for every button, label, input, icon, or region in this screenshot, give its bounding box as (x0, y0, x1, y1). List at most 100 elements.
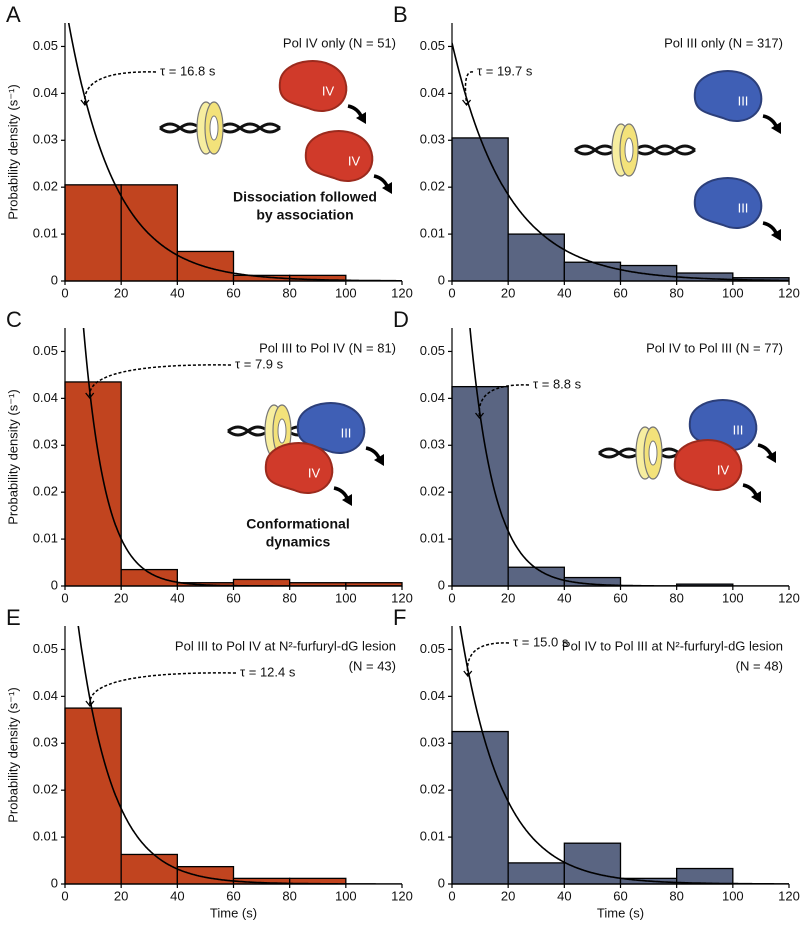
y-tick-label: 0.05 (420, 343, 445, 358)
x-tick-label: 100 (335, 888, 357, 903)
histogram-bar (64, 184, 122, 282)
clamp-hole (277, 418, 287, 444)
panel-title: Pol IV to Pol III (N = 77) (646, 340, 783, 355)
y-tick-label: 0 (438, 875, 445, 890)
tau-label: τ = 19.7 s (477, 63, 533, 78)
y-tick-label: 0.04 (33, 688, 58, 703)
x-tick-label: 100 (722, 285, 744, 300)
x-tick-label: 0 (448, 285, 455, 300)
y-tick-label: 0.04 (33, 85, 58, 100)
y-tick-label: 0 (438, 577, 445, 592)
y-tick-label: 0.05 (420, 38, 445, 53)
clamp-hole (624, 137, 634, 163)
arrow-head (771, 122, 781, 134)
x-tick-label: 120 (778, 888, 800, 903)
x-tick-label: 20 (114, 590, 128, 605)
panel: D 0 0.01 0.02 0.03 0.04 0.05 0 20 40 60 80 100 120 Pol… (393, 307, 800, 606)
histogram-bar (507, 862, 565, 885)
cartoon-caption: dynamics (266, 534, 331, 550)
panel-letter: D (393, 307, 409, 332)
y-tick-label: 0.03 (420, 735, 445, 750)
histogram-bar (563, 842, 622, 885)
clamp-hole (648, 440, 658, 466)
x-axis-label: Time (s) (597, 905, 644, 920)
x-tick-label: 120 (391, 888, 413, 903)
histogram-bar (507, 233, 565, 282)
x-tick-label: 120 (391, 590, 413, 605)
histogram-bar (619, 264, 678, 282)
histogram-bar (451, 137, 509, 282)
x-tick-label: 80 (669, 590, 683, 605)
histogram-bar (676, 867, 734, 885)
tau-leader-tip (85, 392, 95, 400)
histogram-bar (64, 707, 122, 885)
x-tick-label: 100 (722, 590, 744, 605)
y-tick-label: 0 (51, 577, 58, 592)
x-tick-label: 120 (778, 590, 800, 605)
arrow-head (382, 182, 392, 194)
polymerase (304, 130, 374, 183)
polymerase-label: IV (308, 465, 321, 480)
tau-leader (89, 672, 237, 706)
y-tick-label: 0.03 (33, 132, 58, 147)
y-tick-label: 0.01 (33, 226, 58, 241)
y-tick-label: 0.05 (33, 641, 58, 656)
x-tick-label: 0 (61, 888, 68, 903)
y-tick-label: 0.01 (33, 531, 58, 546)
x-tick-label: 60 (226, 590, 240, 605)
x-tick-label: 80 (282, 590, 296, 605)
y-tick-label: 0.02 (420, 484, 445, 499)
panel-subtitle: (N = 43) (349, 658, 396, 673)
tau-label: τ = 16.8 s (160, 63, 216, 78)
x-tick-label: 0 (448, 888, 455, 903)
x-tick-label: 40 (170, 590, 184, 605)
x-tick-label: 120 (391, 285, 413, 300)
y-tick-label: 0 (51, 875, 58, 890)
polymerase-label: IV (322, 83, 335, 98)
x-tick-label: 100 (722, 888, 744, 903)
x-tick-label: 60 (613, 888, 627, 903)
y-tick-label: 0.05 (420, 641, 445, 656)
histogram-bar (451, 730, 509, 885)
cartoon-caption: Conformational (246, 516, 349, 532)
x-tick-label: 0 (61, 285, 68, 300)
x-tick-label: 40 (170, 888, 184, 903)
panel-title: Pol IV only (N = 51) (283, 35, 396, 50)
y-tick-label: 0.04 (33, 390, 58, 405)
panel-letter: E (6, 605, 21, 630)
polymerase (693, 177, 763, 230)
panel: F 0 0.01 0.02 0.03 0.04 0.05 0 20 40 60 80 100 120 Tim… (393, 605, 800, 921)
y-tick-label: 0.05 (33, 343, 58, 358)
x-tick-label: 40 (557, 888, 571, 903)
panel: A 0 0.01 0.02 0.03 0.04 0.05 0 20 40 60 80 100 120 Pro… (5, 2, 412, 301)
x-tick-label: 40 (170, 285, 184, 300)
x-tick-label: 60 (613, 285, 627, 300)
x-tick-label: 60 (226, 888, 240, 903)
arrow-head (751, 491, 761, 503)
panel-title: Pol III to Pol IV at N²-furfuryl-dG lesi… (175, 638, 396, 653)
clamp-hole (209, 115, 219, 141)
cartoon-caption: by association (256, 207, 353, 223)
y-tick-label: 0.02 (33, 782, 58, 797)
tau-leader-tip (462, 99, 472, 107)
panel: E 0 0.01 0.02 0.03 0.04 0.05 0 20 40 60 80 100 120 Pro… (5, 605, 413, 921)
y-tick-label: 0.05 (33, 38, 58, 53)
y-tick-label: 0.01 (420, 226, 445, 241)
y-tick-label: 0.04 (420, 390, 445, 405)
x-tick-label: 20 (501, 888, 515, 903)
x-tick-label: 100 (335, 285, 357, 300)
arrow-head (356, 112, 366, 124)
x-tick-label: 40 (557, 285, 571, 300)
tau-leader (464, 71, 474, 105)
y-tick-label: 0.02 (33, 484, 58, 499)
y-tick-label: 0.03 (33, 735, 58, 750)
y-axis-label: Probability density (s⁻¹) (5, 389, 20, 524)
polymerase-label: III (341, 425, 352, 440)
y-tick-label: 0 (51, 272, 58, 287)
arrow-head (342, 494, 352, 506)
x-tick-label: 100 (335, 590, 357, 605)
y-axis-label: Probability density (s⁻¹) (5, 687, 20, 822)
tau-label: τ = 12.4 s (240, 664, 296, 679)
y-tick-label: 0 (438, 272, 445, 287)
tau-leader (478, 384, 530, 418)
